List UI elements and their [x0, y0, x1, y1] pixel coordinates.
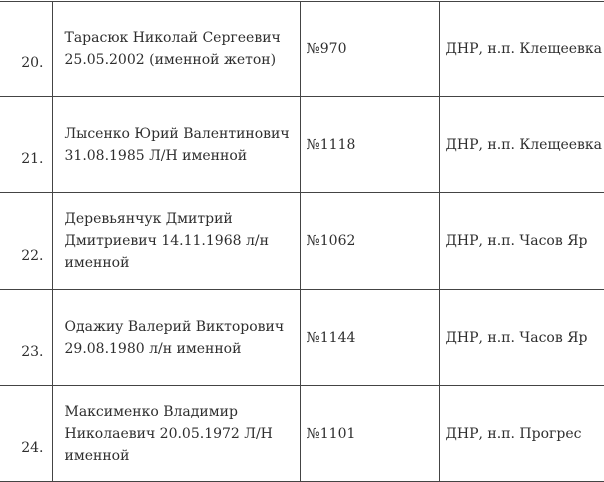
table-row: 23. Одажиу Валерий Викторович 29.08.1980 …	[0, 289, 604, 386]
table-row: 22. Деревьянчук Дмитрий Дмитриевич 14.11.…	[0, 192, 604, 290]
row-number: 24.	[0, 385, 53, 482]
location-cell: ДНР, н.п. Часов Яр	[438, 289, 604, 386]
person-name-cell: Лысенко Юрий Валентинович 31.08.1985 Л/Н…	[51, 96, 301, 193]
record-number-cell: №1144	[299, 289, 440, 386]
row-number: 23.	[0, 289, 53, 386]
row-number: 22.	[0, 192, 53, 290]
record-number-cell: №970	[299, 1, 440, 97]
person-name-cell: Тарасюк Николай Сергеевич 25.05.2002 (им…	[51, 1, 301, 97]
location-cell: ДНР, н.п. Часов Яр	[438, 192, 604, 290]
record-number-cell: №1101	[299, 385, 440, 482]
record-number-cell: №1118	[299, 96, 440, 193]
table-row: 21. Лысенко Юрий Валентинович 31.08.1985 …	[0, 96, 604, 193]
location-cell: ДНР, н.п. Клещеевка	[438, 1, 604, 97]
record-number-cell: №1062	[299, 192, 440, 290]
location-cell: ДНР, н.п. Клещеевка	[438, 96, 604, 193]
person-name-cell: Деревьянчук Дмитрий Дмитриевич 14.11.196…	[51, 192, 301, 290]
row-number: 20.	[0, 1, 53, 97]
table-row: 24. Максименко Владимир Николаевич 20.05.…	[0, 385, 604, 482]
person-name-cell: Максименко Владимир Николаевич 20.05.197…	[51, 385, 301, 482]
row-number: 21.	[0, 96, 53, 193]
table-row: 20. Тарасюк Николай Сергеевич 25.05.2002 …	[0, 1, 604, 97]
location-cell: ДНР, н.п. Прогрес	[438, 385, 604, 482]
person-name-cell: Одажиу Валерий Викторович 29.08.1980 л/н…	[51, 289, 301, 386]
